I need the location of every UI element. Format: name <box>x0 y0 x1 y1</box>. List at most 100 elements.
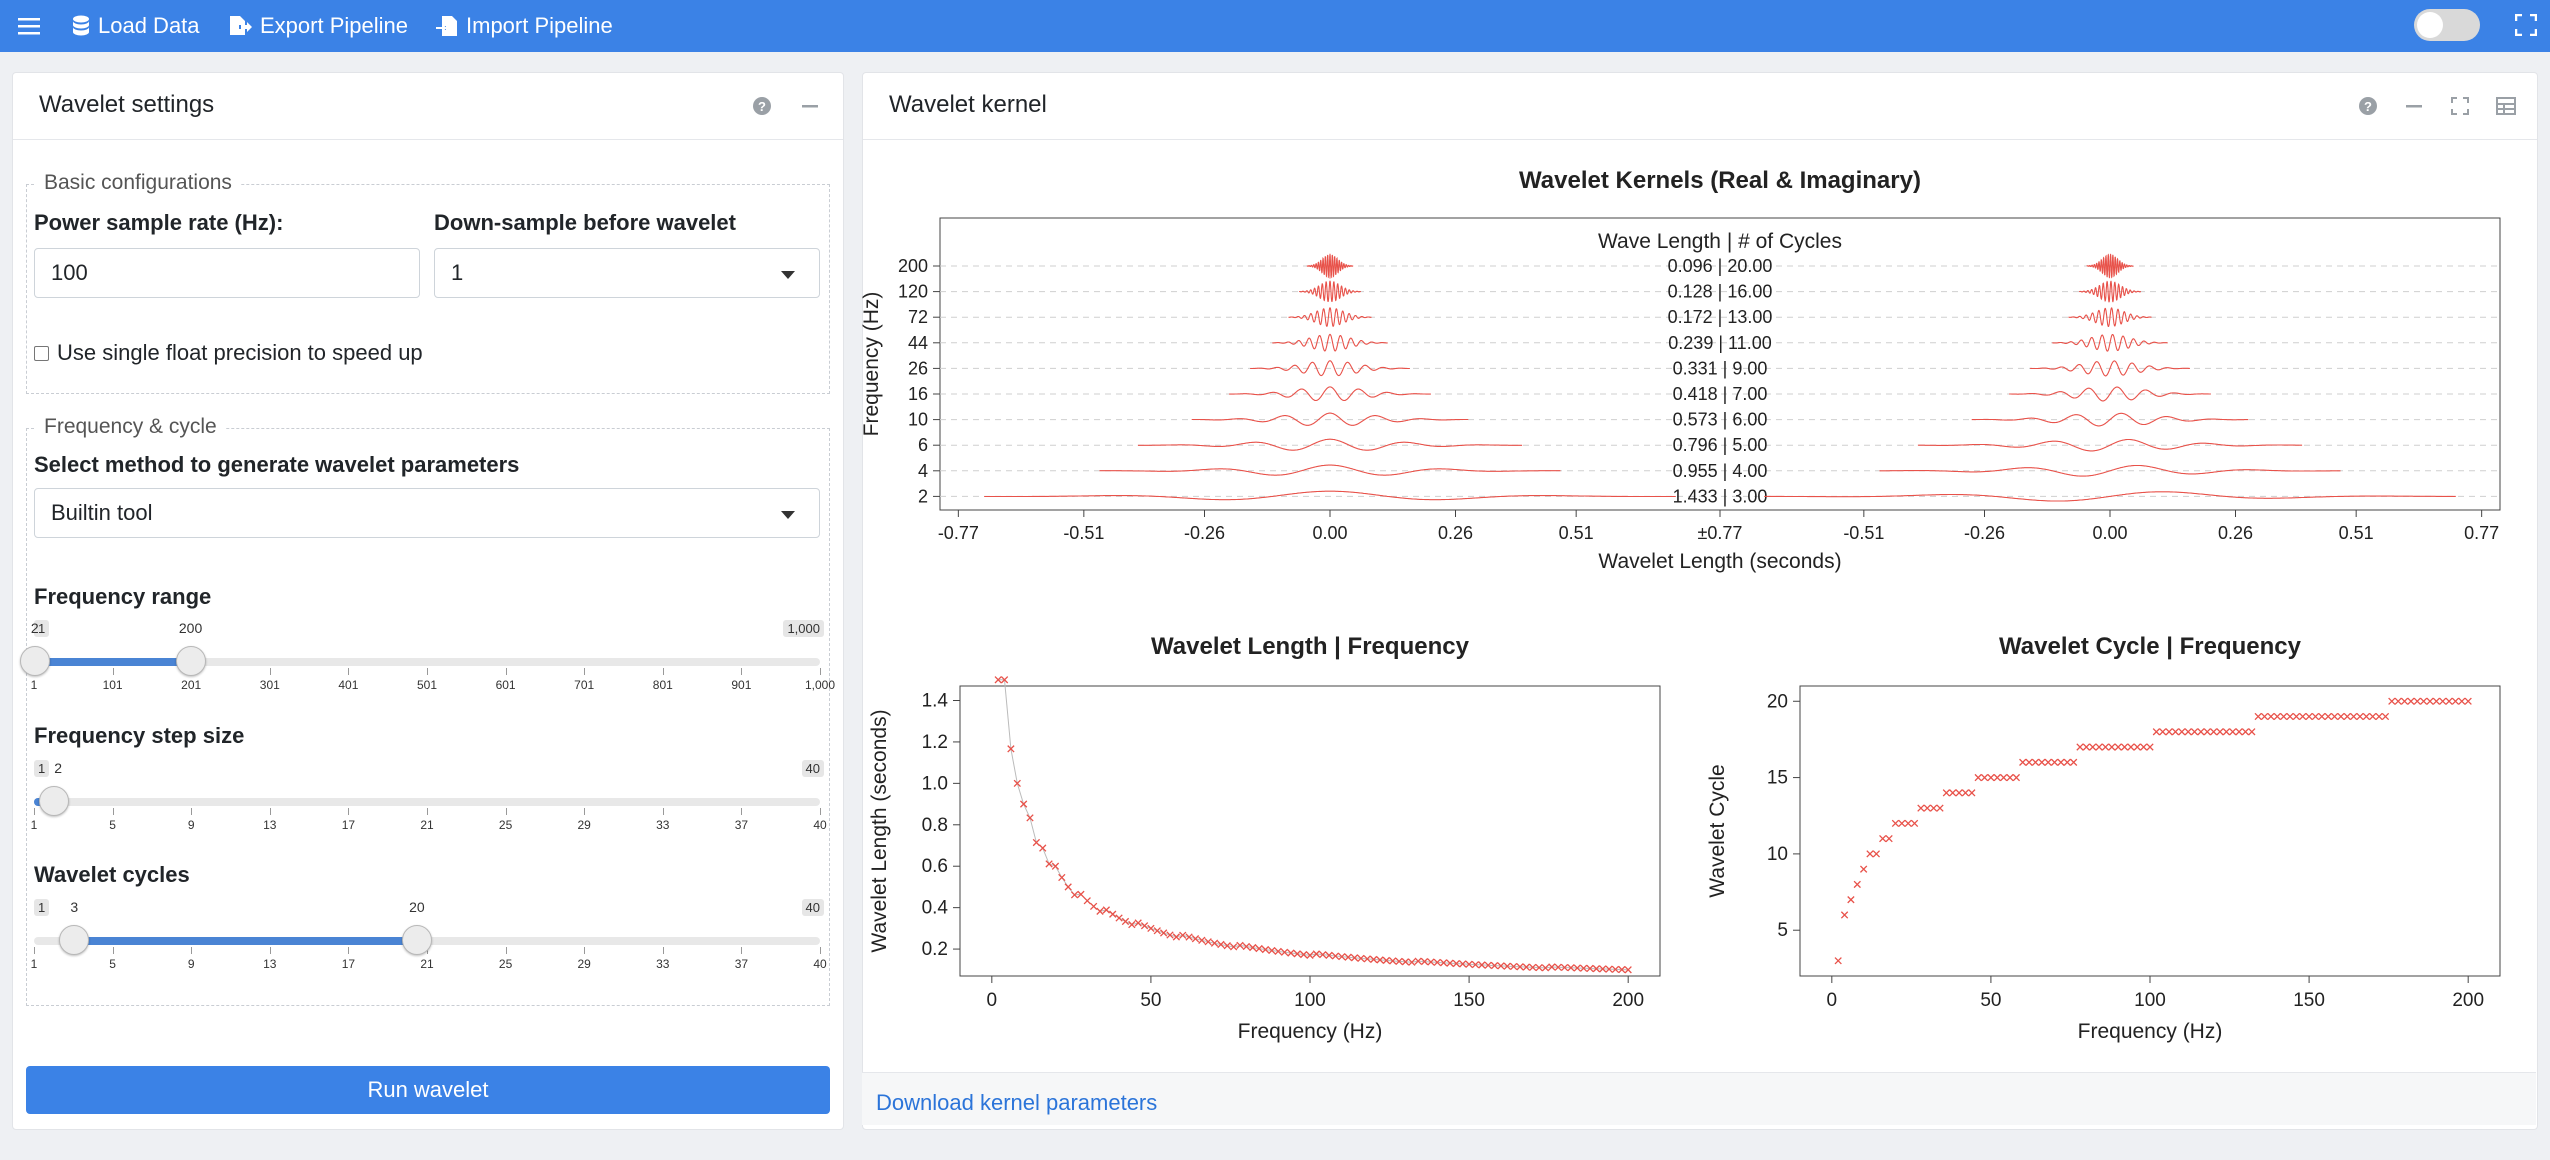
slider-handle-from[interactable] <box>59 925 90 955</box>
method-label: Select method to generate wavelet parame… <box>34 452 520 477</box>
downsample-label: Down-sample before wavelet <box>434 210 736 235</box>
help-icon[interactable]: ? <box>2357 95 2379 117</box>
data-point <box>1478 961 1486 969</box>
slider-tick <box>662 668 664 675</box>
load-data-button[interactable]: Load Data <box>72 0 200 52</box>
data-point <box>1204 938 1212 946</box>
data-point <box>2375 712 2383 721</box>
frequency-step-slider[interactable]: 1 40 2 1 5 9 13 17 21 25 29 33 37 40 <box>31 760 827 848</box>
data-point <box>2165 728 2173 736</box>
data-point <box>1058 873 1066 882</box>
plot-frame <box>959 685 1661 977</box>
menu-toggle-button[interactable] <box>18 0 48 52</box>
x-tick-label: -0.77 <box>938 523 979 543</box>
series-line <box>998 679 1629 971</box>
x-tick-label: 200 <box>2452 990 2484 1011</box>
data-point <box>1968 789 1976 797</box>
kernel-real-trace <box>1099 464 1561 476</box>
data-point <box>1369 955 1378 964</box>
slider-tick-label: 29 <box>577 818 591 832</box>
data-point <box>2267 712 2275 721</box>
wavelet-cycles-slider[interactable]: 1 40 3 20 1 5 9 13 17 21 25 29 33 37 40 <box>30 899 827 987</box>
kernel-card-title: Wavelet kernel <box>889 91 1047 118</box>
kernel-real-trace <box>1229 386 1431 402</box>
y-tick-label: 10 <box>908 410 928 430</box>
data-point <box>2311 712 2320 721</box>
slider-handle-from[interactable] <box>19 646 50 676</box>
slider-tick <box>584 947 586 954</box>
slider-handle[interactable] <box>39 786 70 816</box>
slider-tick <box>427 668 428 675</box>
slider-min-label: 1 <box>34 899 50 916</box>
data-point <box>2318 712 2326 721</box>
kernel-annotation: 0.331 | 9.00 <box>1673 358 1768 378</box>
table-icon[interactable] <box>2495 95 2517 117</box>
data-point <box>1179 931 1187 939</box>
slider-handle-to[interactable] <box>401 925 432 955</box>
data-point <box>1331 952 1340 960</box>
data-point <box>2127 743 2135 751</box>
data-point <box>1299 950 1308 959</box>
data-point <box>1509 962 1518 971</box>
checkbox-box[interactable] <box>34 345 49 361</box>
data-point <box>2369 712 2377 721</box>
float-precision-checkbox[interactable]: Use single float precision to speed up <box>34 340 423 366</box>
downsample-select[interactable]: 1 <box>434 248 820 298</box>
slider-tick-label: 37 <box>734 957 749 971</box>
slider-fill <box>34 658 191 666</box>
import-pipeline-button[interactable]: Import Pipeline <box>436 0 613 52</box>
data-point <box>1840 911 1849 919</box>
run-wavelet-button[interactable]: Run wavelet <box>26 1066 830 1114</box>
data-point <box>1961 789 1970 797</box>
wavelet-cycles-label: Wavelet cycles <box>34 862 190 887</box>
import-pipeline-label: Import Pipeline <box>466 13 613 38</box>
help-icon[interactable]: ? <box>751 95 773 117</box>
toggle-knob <box>2417 12 2443 38</box>
data-point <box>2324 712 2332 721</box>
data-point <box>1217 940 1225 949</box>
x-tick-label: 100 <box>1294 990 1326 1011</box>
power-rate-label: Power sample rate (Hz): <box>34 210 284 235</box>
data-point <box>2031 758 2040 766</box>
kernel-annotation: 0.796 | 5.00 <box>1673 435 1768 455</box>
data-point <box>1249 943 1257 952</box>
slider-track <box>34 658 820 666</box>
kernel-annotation: 0.096 | 20.00 <box>1668 256 1773 276</box>
x-axis-label: Wavelet Length (seconds) <box>1598 550 1841 573</box>
slider-fill <box>74 937 417 945</box>
kernel-imag-trace <box>1879 464 2341 477</box>
kernel-annotation: 0.418 | 7.00 <box>1673 384 1768 404</box>
x-tick-label: -0.26 <box>1964 523 2005 543</box>
data-point <box>2362 712 2371 721</box>
slider-tick-label: 21 <box>420 818 434 832</box>
slider-tick <box>505 947 507 954</box>
data-point <box>1026 814 1034 822</box>
power-rate-input[interactable]: 100 <box>34 248 420 298</box>
method-select[interactable]: Builtin tool <box>34 488 820 538</box>
data-point <box>1306 951 1314 959</box>
collapse-icon[interactable] <box>2403 95 2425 117</box>
fullscreen-icon[interactable] <box>2515 14 2537 36</box>
slider-handle-to[interactable] <box>175 646 206 676</box>
y-tick-label: 200 <box>898 256 928 276</box>
data-point <box>2248 728 2256 736</box>
data-point <box>2305 712 2313 721</box>
data-point <box>2006 773 2014 782</box>
float-precision-label: Use single float precision to speed up <box>57 340 423 365</box>
frequency-range-slider[interactable]: 1 1,000 2 200 1 101 201 301 401 501 601 701 801 901 1,… <box>19 620 835 708</box>
slider-tick-label: 101 <box>102 678 123 692</box>
x-tick-label: ±0.77 <box>1698 523 1743 543</box>
data-point <box>1586 964 1594 973</box>
data-point <box>1414 957 1422 965</box>
data-point <box>1401 958 1410 966</box>
slider-tick-label: 1 <box>30 957 38 971</box>
export-pipeline-button[interactable]: Export Pipeline <box>228 0 408 52</box>
download-kernel-link[interactable]: Download kernel parameters <box>876 1090 1158 1115</box>
collapse-icon[interactable] <box>799 95 821 117</box>
slider-tick-label: 40 <box>813 957 827 971</box>
data-point <box>2095 743 2103 751</box>
data-point <box>1357 954 1365 963</box>
maximize-icon[interactable] <box>2449 95 2471 117</box>
data-point <box>1936 804 1944 812</box>
theme-toggle-switch[interactable] <box>2414 9 2480 41</box>
